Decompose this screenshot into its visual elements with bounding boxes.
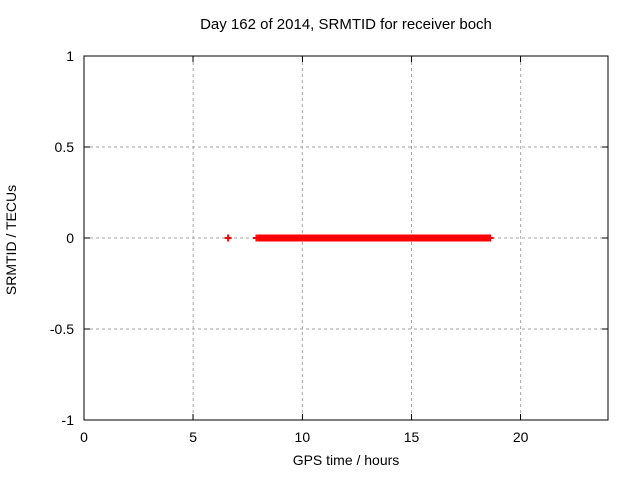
x-tick-label: 20 (513, 429, 529, 445)
plot-border (83, 55, 609, 421)
y-tick-label: -0.5 (50, 321, 74, 337)
tick-labels: 0 5 10 15 20 1 0.5 0 -0.5 -1 (50, 48, 529, 445)
y-tick-label: -1 (62, 412, 75, 428)
plot-border-group (83, 55, 609, 421)
y-tick-label: 0.5 (55, 139, 75, 155)
data-series (224, 234, 494, 242)
x-tick-label: 5 (189, 429, 197, 445)
x-tick-label: 0 (80, 429, 88, 445)
y-tick-label: 0 (66, 230, 74, 246)
chart-title: Day 162 of 2014, SRMTID for receiver boc… (200, 16, 492, 33)
y-tick-label: 1 (66, 48, 74, 64)
x-tick-label: 10 (295, 429, 311, 445)
x-tick-label: 15 (404, 429, 420, 445)
x-axis-label: GPS time / hours (292, 452, 400, 468)
data-segment-band (257, 234, 492, 242)
